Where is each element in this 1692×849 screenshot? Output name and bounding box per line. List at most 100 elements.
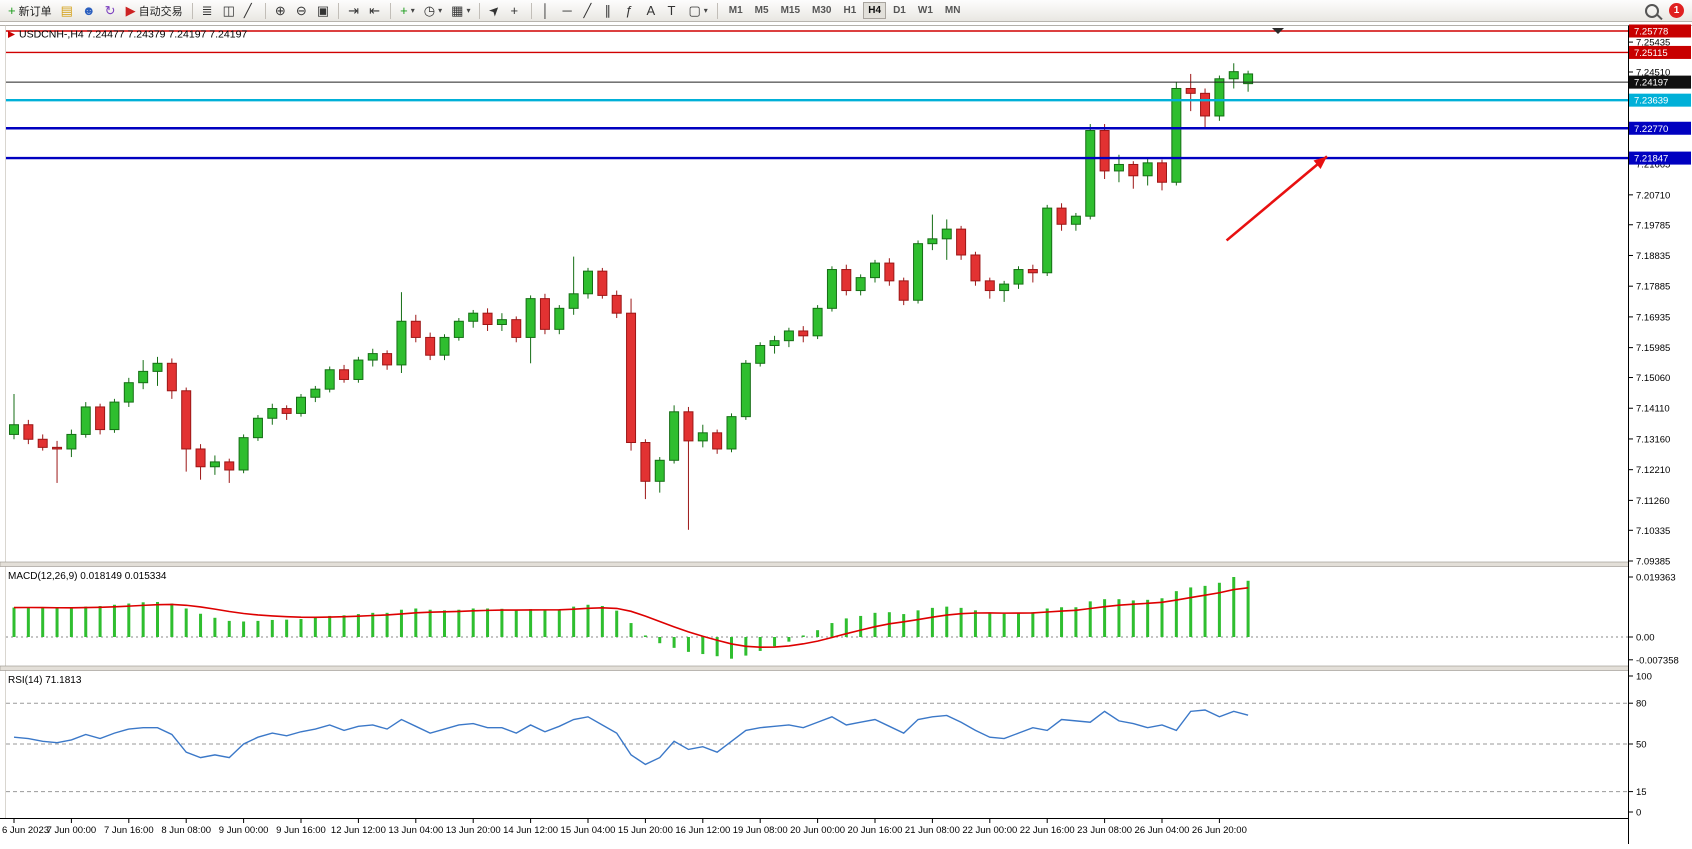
candles-layer[interactable] <box>9 63 1254 530</box>
auto-scroll-icon: ⇥ <box>348 3 360 18</box>
svg-text:0.019363: 0.019363 <box>1636 572 1676 583</box>
svg-text:7.15985: 7.15985 <box>1636 343 1670 354</box>
toolbar-separator <box>390 2 392 19</box>
toolbar-separator <box>264 2 266 19</box>
svg-text:7.24197: 7.24197 <box>1634 78 1668 89</box>
svg-text:7.15060: 7.15060 <box>1636 373 1670 384</box>
text-tool-button[interactable]: A <box>642 1 662 21</box>
zoom-in-button[interactable]: ⊕ <box>271 1 291 21</box>
svg-text:-0.007358: -0.007358 <box>1636 655 1679 666</box>
indicators-button[interactable]: + ▾ <box>396 1 419 21</box>
trend-arrow-annotation[interactable] <box>1225 155 1328 242</box>
price-label-box <box>1629 75 1691 89</box>
svg-text:15 Jun 20:00: 15 Jun 20:00 <box>618 825 673 836</box>
toolbar-separator <box>191 2 193 19</box>
svg-text:0: 0 <box>1636 808 1641 819</box>
svg-text:7.22770: 7.22770 <box>1634 124 1668 135</box>
svg-text:0.00: 0.00 <box>1636 633 1655 644</box>
zoom-out-button[interactable]: ⊖ <box>292 1 312 21</box>
channel-icon: ∥ <box>604 3 611 18</box>
timeframe-h1-button[interactable]: H1 <box>838 2 861 19</box>
svg-text:7 Jun 00:00: 7 Jun 00:00 <box>47 825 97 836</box>
timeframe-mn-button[interactable]: MN <box>940 2 966 19</box>
vertical-line-tool-button[interactable]: │ <box>537 1 557 21</box>
horizontal-line-tool-button[interactable]: ─ <box>558 1 578 21</box>
price-axis[interactable]: 7.25435 7.24510 7.21665 7.20710 7.19785 7.188… <box>1628 24 1692 845</box>
svg-text:7.24510: 7.24510 <box>1636 67 1670 78</box>
svg-text:12 Jun 12:00: 12 Jun 12:00 <box>331 825 386 836</box>
charts-button[interactable]: ▤ <box>57 1 77 21</box>
price-label-box <box>1629 45 1691 59</box>
profile-button[interactable]: ☻ <box>78 1 100 21</box>
svg-text:7.21847: 7.21847 <box>1634 154 1668 165</box>
chart-shift-button[interactable]: ⇤ <box>365 1 385 21</box>
scroll-end-marker-icon[interactable] <box>1272 28 1284 34</box>
shapes-icon: ▢ <box>688 3 701 18</box>
line-chart-mode-button[interactable]: ╱ <box>240 1 260 21</box>
svg-text:21 Jun 08:00: 21 Jun 08:00 <box>905 825 960 836</box>
timeframe-m15-button[interactable]: M15 <box>776 2 805 19</box>
profile-icon: ☻ <box>81 3 96 18</box>
crosshair-icon: + <box>510 3 519 18</box>
channel-tool-button[interactable]: ∥ <box>600 1 620 21</box>
toolbar-separator <box>716 2 718 19</box>
periods-button[interactable]: ◷ ▾ <box>420 1 446 21</box>
chart-shift-icon: ⇤ <box>369 3 381 18</box>
label-tool-icon: T <box>667 3 676 18</box>
candlestick-mode-button[interactable]: ◫ <box>219 1 239 21</box>
trendline-icon: ╱ <box>583 3 592 18</box>
svg-text:16 Jun 12:00: 16 Jun 12:00 <box>675 825 730 836</box>
trendline-tool-button[interactable]: ╱ <box>579 1 599 21</box>
toolbar-separator <box>479 2 481 19</box>
notification-badge[interactable]: 1 <box>1669 3 1684 18</box>
svg-text:7.25435: 7.25435 <box>1636 38 1670 49</box>
panel-splitter[interactable] <box>0 665 1692 671</box>
svg-text:7.09385: 7.09385 <box>1636 557 1670 568</box>
refresh-button[interactable]: ↻ <box>101 1 121 21</box>
svg-text:7.12210: 7.12210 <box>1636 465 1670 476</box>
panel-splitter[interactable] <box>0 561 1692 567</box>
svg-text:22 Jun 16:00: 22 Jun 16:00 <box>1020 825 1075 836</box>
auto-scroll-button[interactable]: ⇥ <box>344 1 364 21</box>
zoom-in-icon: ⊕ <box>274 3 286 18</box>
svg-text:19 Jun 08:00: 19 Jun 08:00 <box>733 825 788 836</box>
svg-text:7.25778: 7.25778 <box>1634 27 1668 38</box>
templates-icon: ▦ <box>451 3 464 18</box>
timeframe-d1-button[interactable]: D1 <box>888 2 911 19</box>
timeframe-m30-button[interactable]: M30 <box>807 2 836 19</box>
price-label-box <box>1629 121 1691 135</box>
tile-windows-button[interactable]: ▣ <box>313 1 333 21</box>
svg-text:8 Jun 08:00: 8 Jun 08:00 <box>161 825 211 836</box>
shapes-tool-button[interactable]: ▢ ▾ <box>684 1 711 21</box>
bar-chart-mode-button[interactable]: ≣ <box>198 1 218 21</box>
toolbar-separator <box>531 2 533 19</box>
periods-icon: ◷ <box>423 3 436 18</box>
templates-button[interactable]: ▦ ▾ <box>447 1 474 21</box>
svg-text:6 Jun 2023: 6 Jun 2023 <box>2 825 49 836</box>
new-order-button[interactable]: + 新订单 <box>4 1 56 21</box>
svg-text:15 Jun 04:00: 15 Jun 04:00 <box>561 825 616 836</box>
svg-text:7 Jun 16:00: 7 Jun 16:00 <box>104 825 154 836</box>
search-icon[interactable] <box>1645 3 1659 18</box>
line-chart-icon: ╱ <box>243 3 252 18</box>
cursor-icon: ➤ <box>485 1 505 20</box>
timeframe-w1-button[interactable]: W1 <box>913 2 938 19</box>
timeframe-h4-button[interactable]: H4 <box>863 2 887 19</box>
autotrade-button[interactable]: ▶ 自动交易 <box>122 1 187 21</box>
price-chart[interactable]: USDCNH-,H4 7.24477 7.24379 7.24197 7.241… <box>0 22 1692 844</box>
timeframe-m1-button[interactable]: M1 <box>724 2 748 19</box>
bar-chart-icon: ≣ <box>201 3 213 18</box>
charts-icon: ▤ <box>60 3 73 18</box>
vertical-line-icon: │ <box>541 3 550 18</box>
svg-text:7.10335: 7.10335 <box>1636 526 1670 537</box>
label-tool-button[interactable]: T <box>663 1 683 21</box>
timeframe-m5-button[interactable]: M5 <box>750 2 774 19</box>
rsi-panel: RSI(14) 71.1813 <box>6 675 1628 793</box>
crosshair-tool-button[interactable]: + <box>506 1 526 21</box>
fibonacci-tool-button[interactable]: ƒ <box>621 1 641 21</box>
svg-text:15: 15 <box>1636 787 1647 798</box>
new-order-label: 新订单 <box>18 5 52 18</box>
zoom-out-icon: ⊖ <box>295 3 307 18</box>
cursor-tool-button[interactable]: ➤ <box>485 1 505 21</box>
